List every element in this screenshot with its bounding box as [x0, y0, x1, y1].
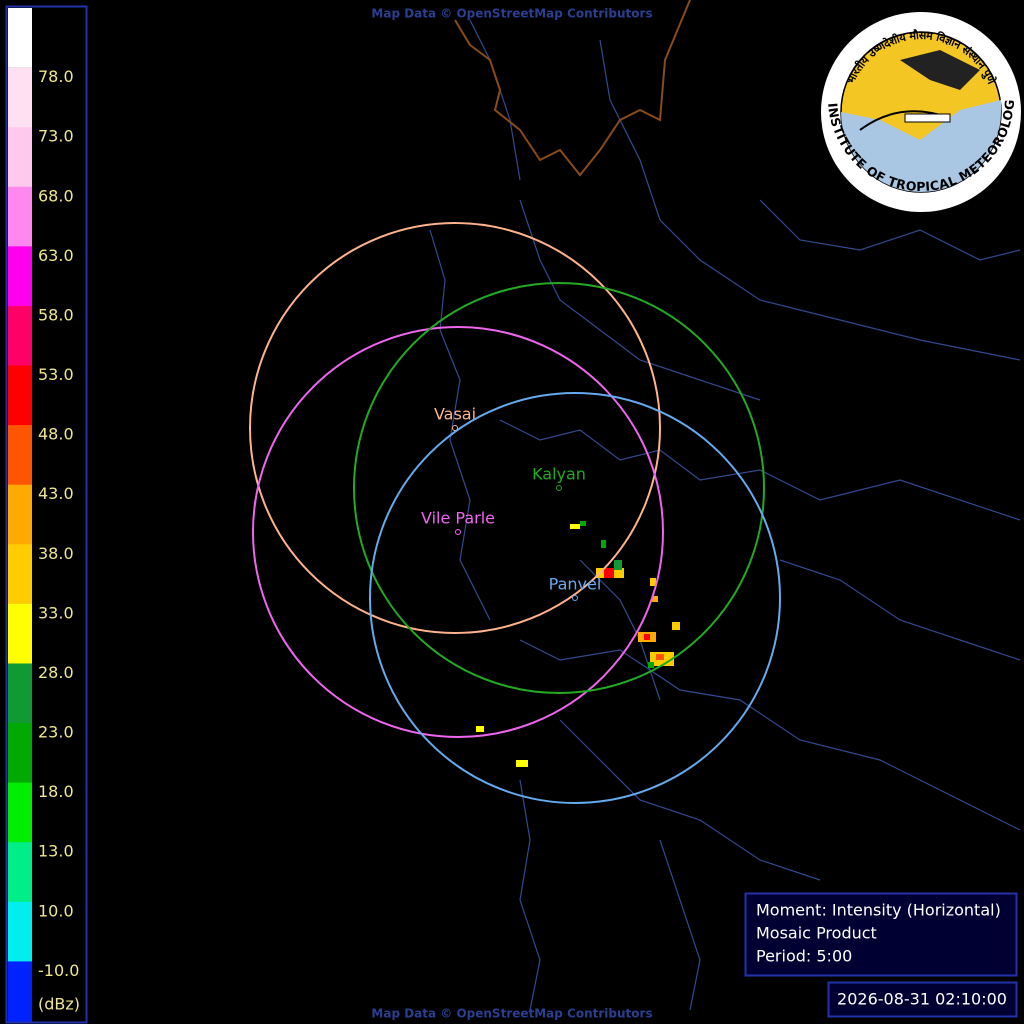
echo: [580, 521, 586, 526]
colorbar-label: 33.0: [38, 603, 74, 622]
colorbar-label: 38.0: [38, 544, 74, 563]
colorbar-label: 10.0: [38, 901, 74, 920]
colorbar-label: 23.0: [38, 723, 74, 742]
colorbar-segment: [8, 67, 32, 128]
colorbar-segment: [8, 782, 32, 843]
echo: [648, 662, 654, 668]
river: [779, 559, 1021, 661]
river: [759, 199, 1021, 261]
station-marker: [572, 595, 578, 601]
river: [519, 639, 1021, 831]
echo: [644, 634, 650, 640]
colorbar-label: 53.0: [38, 365, 74, 384]
station-marker: [452, 425, 458, 431]
radar-range: [353, 282, 765, 694]
station-label: Kalyan: [532, 465, 586, 484]
colorbar-segment: [8, 663, 32, 724]
logo-sea: [841, 100, 1001, 192]
colorbar-segment: [8, 425, 32, 486]
river: [659, 839, 701, 1011]
boundary: [454, 0, 691, 177]
colorbar-label: 28.0: [38, 663, 74, 682]
echo: [570, 524, 580, 529]
attribution: Map Data © OpenStreetMap Contributors: [371, 7, 652, 21]
colorbar-segment: [8, 365, 32, 426]
station-marker: [556, 485, 562, 491]
colorbar-unit: (dBz): [38, 995, 80, 1014]
colorbar-segment: [8, 127, 32, 188]
station-label: Panvel: [549, 575, 602, 594]
echo: [604, 568, 614, 578]
river: [499, 419, 1021, 521]
colorbar-segment: [8, 246, 32, 307]
river: [429, 229, 491, 621]
echo: [652, 596, 658, 602]
radar-range: [252, 326, 664, 738]
logo-arrow: [904, 113, 951, 123]
radar-range: [249, 222, 661, 634]
info-box: Moment: Intensity (Horizontal) Mosaic Pr…: [744, 892, 1018, 1018]
radar-range: [369, 392, 781, 804]
station-label: Vasai: [434, 405, 476, 424]
stations: Vasai Vile Parle Kalyan Panvel: [249, 222, 781, 804]
echo: [672, 622, 680, 630]
logo-land: [900, 50, 980, 90]
info-line: Moment: Intensity (Horizontal): [756, 901, 1001, 920]
colorbar-label: -10.0: [38, 961, 79, 980]
info-line: Period: 5:00: [756, 947, 852, 966]
colorbar-label: 73.0: [38, 127, 74, 146]
colorbar-segment: [8, 901, 32, 962]
colorbar-segment: [8, 8, 32, 68]
colorbar-label: 58.0: [38, 305, 74, 324]
colorbar-segment: [8, 842, 32, 903]
river: [579, 559, 661, 701]
colorbar-label: 48.0: [38, 425, 74, 444]
timestamp-panel: [827, 981, 1018, 1018]
echo: [656, 654, 664, 660]
attribution: Map Data © OpenStreetMap Contributors: [371, 1007, 652, 1021]
colorbar-segment: [8, 544, 32, 605]
info-panel: [744, 892, 1018, 977]
colorbar-label: 63.0: [38, 246, 74, 265]
info-line: Mosaic Product: [756, 924, 877, 943]
colorbar-segment: [8, 305, 32, 367]
river: [519, 779, 541, 1011]
colorbar-segment: [8, 186, 32, 247]
timestamp: 2026-08-31 02:10:00: [837, 990, 1007, 1009]
colorbar-segment: [8, 484, 32, 545]
colorbar-segment: [8, 961, 32, 1022]
echo: [476, 726, 484, 732]
station-marker: [455, 529, 461, 535]
river: [559, 719, 821, 881]
echo: [614, 560, 622, 570]
colorbar: 78.0 73.0 68.0 63.0 58.0 53.0 48.0 43.0 38.0 33.0…: [5, 5, 88, 1024]
colorbar-segment: [8, 603, 32, 664]
colorbar-frame: [5, 5, 88, 1024]
echo: [516, 760, 528, 767]
station-label: Vile Parle: [421, 509, 495, 528]
colorbar-segment: [8, 723, 32, 784]
colorbar-label: 43.0: [38, 484, 74, 503]
echo: [650, 578, 656, 586]
colorbar-label: 18.0: [38, 782, 74, 801]
colorbar-label: 13.0: [38, 842, 74, 861]
colorbar-label: 68.0: [38, 186, 74, 205]
colorbar-label: 78.0: [38, 67, 74, 86]
echo: [601, 540, 606, 548]
river: [519, 199, 761, 401]
